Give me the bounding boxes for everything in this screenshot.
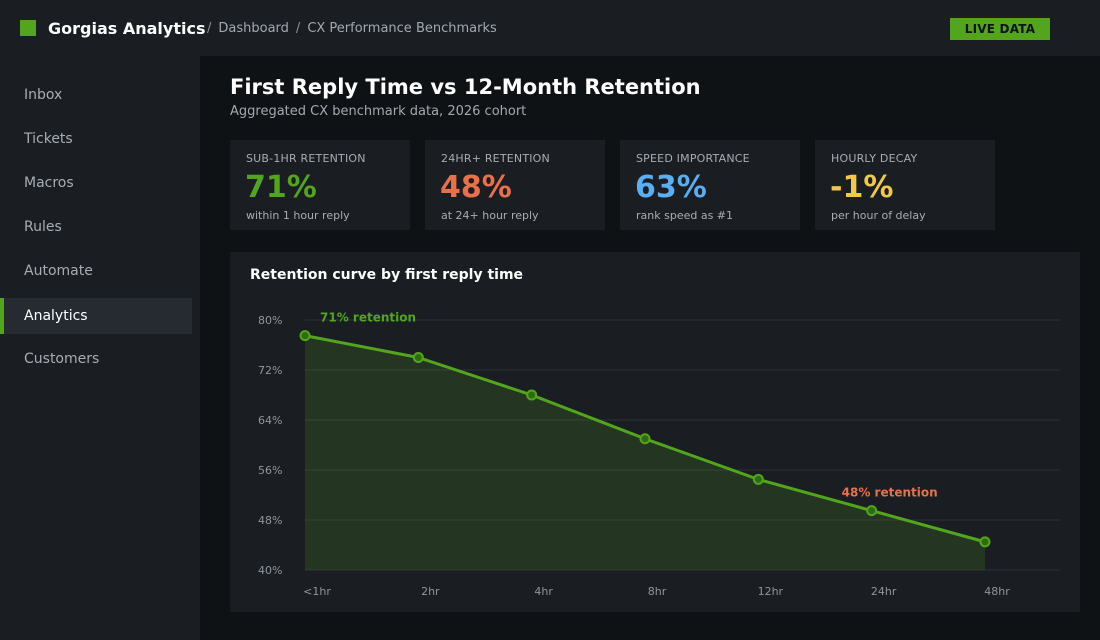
- main-content: First Reply Time vs 12-Month Retention A…: [200, 56, 1100, 640]
- app-name: Gorgias Analytics: [48, 18, 206, 38]
- kpi-card-speed-importance: SPEED IMPORTANCE 63% rank speed as #1: [620, 140, 800, 230]
- sidebar-item-inbox[interactable]: Inbox: [24, 87, 63, 103]
- x-tick-label: <1hr: [303, 585, 331, 598]
- logo-icon: [20, 20, 36, 36]
- kpi-label: HOURLY DECAY: [831, 152, 918, 165]
- y-tick-label: 72%: [258, 364, 282, 377]
- data-point: [412, 352, 424, 363]
- chart-panel: Retention curve by first reply time 80% 7…: [230, 252, 1080, 612]
- x-tick-label: 4hr: [534, 585, 553, 598]
- kpi-caption: rank speed as #1: [636, 209, 734, 222]
- sidebar-item-tickets[interactable]: Tickets: [24, 131, 73, 147]
- sidebar-item-customers[interactable]: Customers: [24, 351, 100, 367]
- breadcrumb-separator: /: [207, 20, 212, 36]
- brand[interactable]: Gorgias Analytics: [20, 19, 205, 38]
- data-point: [526, 389, 538, 401]
- kpi-label: SPEED IMPORTANCE: [636, 152, 750, 165]
- data-point: [299, 330, 311, 342]
- page-title: First Reply Time vs 12-Month Retention: [230, 75, 701, 99]
- sidebar-item-analytics[interactable]: Analytics: [0, 298, 192, 334]
- retention-chart: 80% 72% 64% 56% 48% 40% <1hr 2hr 4hr 8hr 12hr 24hr 4…: [258, 311, 1060, 598]
- live-data-badge: LIVE DATA: [950, 18, 1050, 40]
- kpi-label: 24HR+ RETENTION: [441, 152, 550, 165]
- data-point: [752, 473, 764, 485]
- kpi-value: 71%: [245, 170, 317, 205]
- kpi-caption: within 1 hour reply: [246, 209, 350, 222]
- y-tick-label: 56%: [258, 464, 282, 477]
- kpi-card-hourly-decay: HOURLY DECAY -1% per hour of delay: [815, 140, 995, 230]
- kpi-card-sub-1hr: SUB-1HR RETENTION 71% within 1 hour repl…: [230, 140, 410, 230]
- breadcrumb-dashboard[interactable]: Dashboard: [218, 20, 289, 36]
- sidebar-item-macros[interactable]: Macros: [24, 175, 74, 191]
- sidebar-item-rules[interactable]: Rules: [24, 219, 62, 235]
- annotation-label: 71% retention: [320, 311, 416, 325]
- kpi-card-24hr: 24HR+ RETENTION 48% at 24+ hour reply: [425, 140, 605, 230]
- y-tick-label: 64%: [258, 414, 282, 427]
- sidebar: Inbox Tickets Macros Rules Automate Anal…: [0, 56, 200, 640]
- kpi-label: SUB-1HR RETENTION: [246, 152, 366, 165]
- page-subtitle: Aggregated CX benchmark data, 2026 cohor…: [230, 104, 527, 119]
- data-point: [639, 433, 651, 445]
- y-tick-label: 48%: [258, 514, 282, 527]
- x-tick-label: 8hr: [648, 585, 667, 598]
- kpi-caption: per hour of delay: [831, 209, 926, 222]
- series-area: [305, 335, 985, 570]
- breadcrumb: / Dashboard / CX Performance Benchmarks: [207, 0, 504, 56]
- data-point: [979, 536, 991, 548]
- breadcrumb-current: CX Performance Benchmarks: [307, 20, 497, 36]
- x-tick-label: 48hr: [984, 585, 1010, 598]
- x-tick-label: 12hr: [758, 585, 784, 598]
- kpi-caption: at 24+ hour reply: [441, 209, 539, 222]
- kpi-value: -1%: [830, 170, 894, 205]
- kpi-value: 63%: [635, 170, 707, 205]
- x-tick-label: 2hr: [421, 585, 440, 598]
- top-bar: Gorgias Analytics / Dashboard / CX Perfo…: [0, 0, 1100, 56]
- kpi-value: 48%: [440, 170, 512, 205]
- y-tick-label: 40%: [258, 564, 282, 577]
- sidebar-item-automate[interactable]: Automate: [24, 263, 93, 279]
- data-point: [866, 505, 878, 517]
- breadcrumb-separator: /: [295, 20, 301, 36]
- y-tick-label: 80%: [258, 314, 282, 327]
- x-tick-label: 24hr: [871, 585, 897, 598]
- chart-title: Retention curve by first reply time: [250, 267, 524, 283]
- annotation-label: 48% retention: [842, 486, 938, 500]
